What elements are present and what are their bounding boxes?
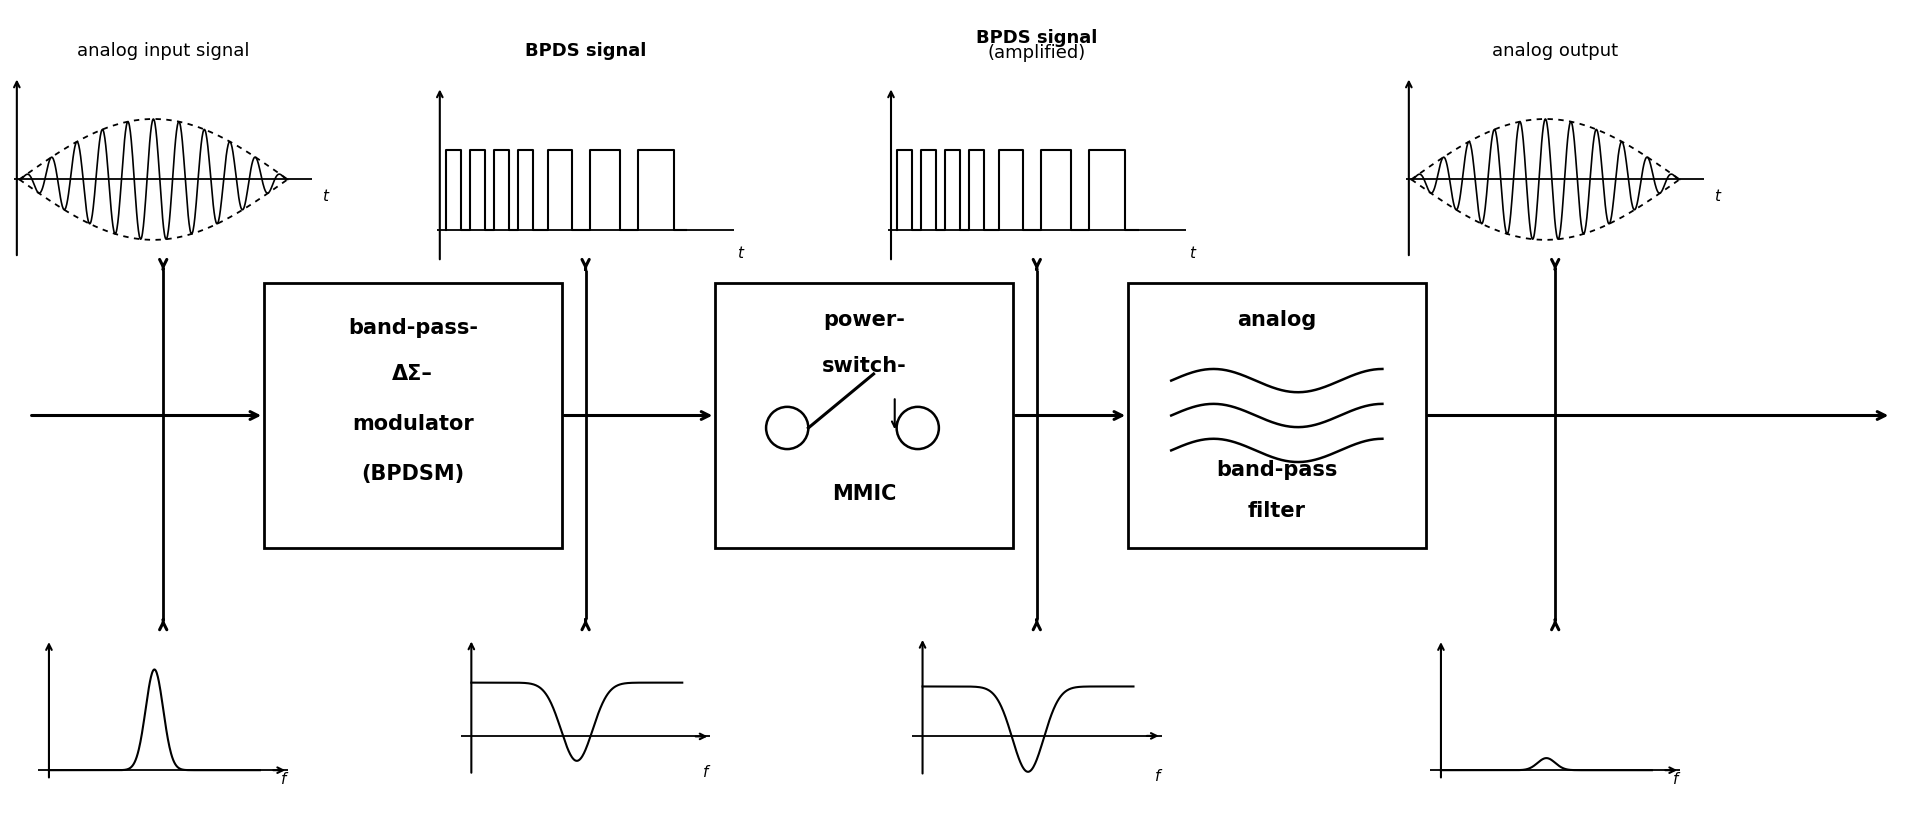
Text: (amplified): (amplified) xyxy=(987,44,1087,62)
Text: t: t xyxy=(1188,246,1194,261)
Text: t: t xyxy=(323,189,328,204)
FancyBboxPatch shape xyxy=(265,283,561,548)
Text: analog: analog xyxy=(1236,310,1317,330)
Text: f: f xyxy=(280,772,286,787)
Text: t: t xyxy=(1715,189,1720,204)
Text: power-: power- xyxy=(824,310,904,330)
FancyBboxPatch shape xyxy=(1129,283,1425,548)
Text: filter: filter xyxy=(1248,501,1306,521)
Text: f: f xyxy=(1154,769,1160,784)
Text: f: f xyxy=(1672,772,1678,787)
Text: BPDS signal: BPDS signal xyxy=(975,29,1098,47)
Text: switch-: switch- xyxy=(822,356,906,376)
Text: BPDS signal: BPDS signal xyxy=(524,42,647,60)
Text: band-pass: band-pass xyxy=(1215,460,1338,479)
Text: modulator: modulator xyxy=(351,414,474,434)
Text: t: t xyxy=(737,246,743,261)
Text: ΔΣ–: ΔΣ– xyxy=(392,364,434,384)
Text: (BPDSM): (BPDSM) xyxy=(361,464,465,484)
Text: MMIC: MMIC xyxy=(831,484,897,504)
Text: analog output: analog output xyxy=(1492,42,1619,60)
FancyBboxPatch shape xyxy=(714,283,1014,548)
Text: band-pass-: band-pass- xyxy=(348,318,478,338)
Text: analog input signal: analog input signal xyxy=(77,42,250,60)
Text: f: f xyxy=(703,765,708,780)
